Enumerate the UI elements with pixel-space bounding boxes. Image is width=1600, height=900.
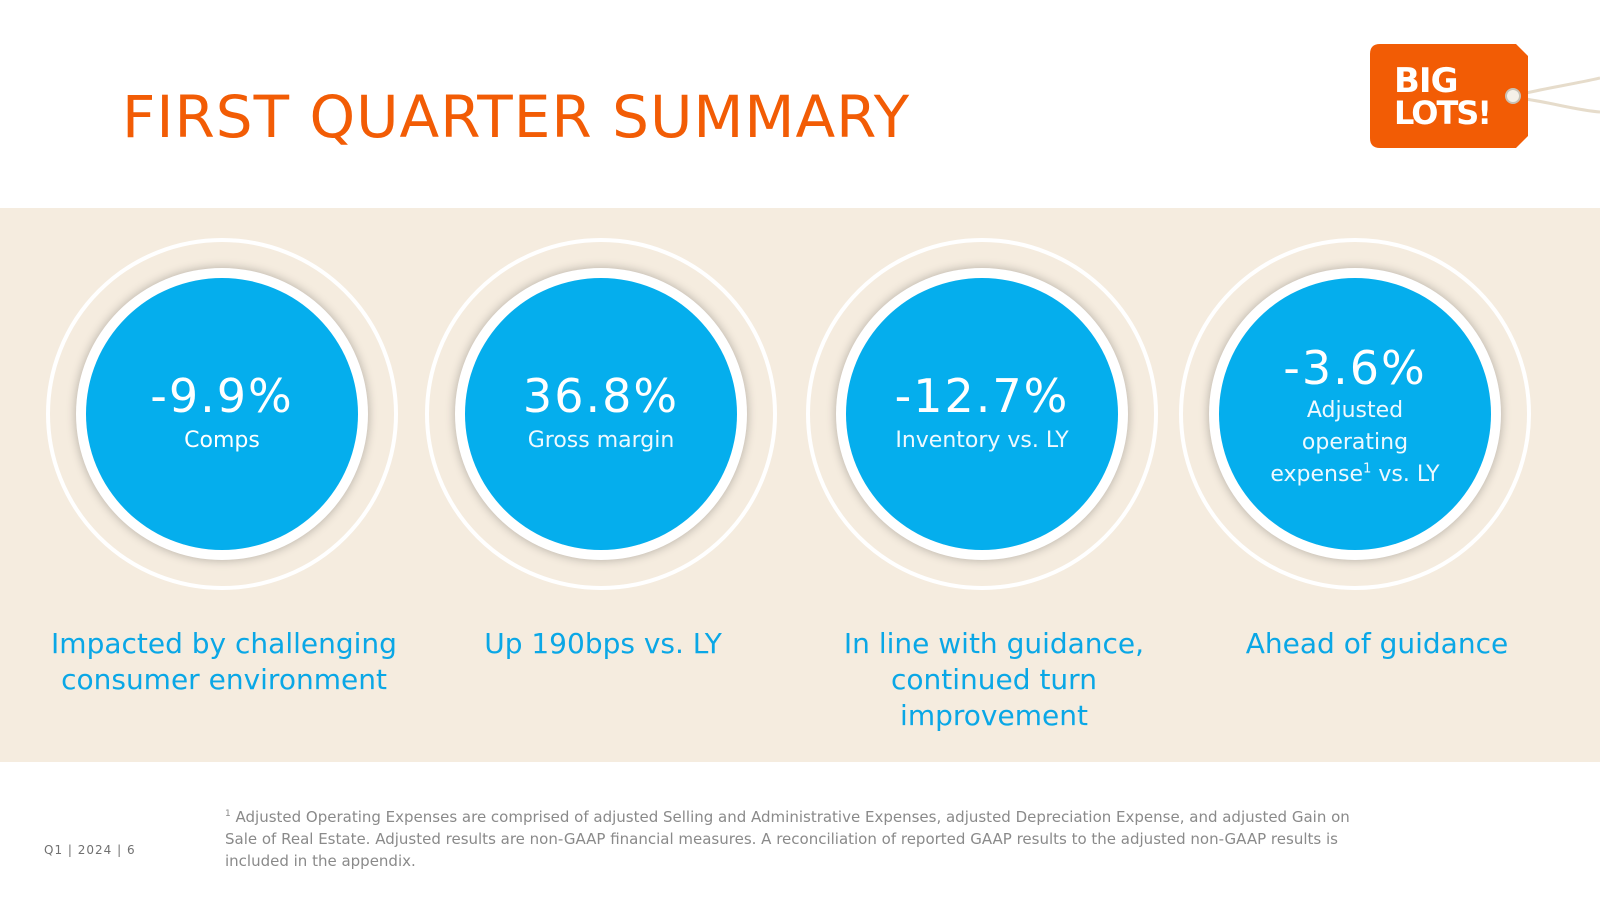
footnote: 1 Adjusted Operating Expenses are compri… [225,808,1350,870]
kpi-label: Adjusted operating expense1 vs. LY [1270,398,1440,488]
outer-ring [806,238,1158,590]
outer-ring [46,238,398,590]
kpi-value: 36.8% [522,368,680,423]
outer-ring [1179,238,1531,590]
kpi-caption-gross-margin: Up 190bps vs. LY [484,627,722,660]
page-title: FIRST QUARTER SUMMARY [122,83,911,151]
kpi-circle: -12.7% Inventory vs. LY [846,278,1118,550]
kpi-value: -9.9% [150,368,294,423]
kpi-label: Comps [184,428,260,454]
kpi-value: -3.6% [1283,340,1427,395]
kpi-label: Gross margin [527,428,675,454]
kpi-caption-comps: Impacted by challenging consumer environ… [51,627,397,696]
kpi-circle: -3.6% Adjusted operating expense1 vs. LY [1219,278,1491,550]
kpi-caption-adjusted-opex: Ahead of guidance [1245,627,1509,660]
kpi-comps: -9.9% Comps [46,238,406,598]
svg-text:BIG: BIG [1394,61,1457,101]
kpi-adjusted-opex: -3.6% Adjusted operating expense1 vs. LY [1179,238,1539,598]
kpi-caption-inventory: In line with guidance, continued turn im… [843,627,1145,732]
svg-text:LOTS!: LOTS! [1394,94,1490,132]
kpi-circle: -9.9% Comps [86,278,358,550]
kpi-inventory: -12.7% Inventory vs. LY [806,238,1166,598]
outer-ring [425,238,777,590]
kpi-gross-margin: 36.8% Gross margin [425,238,785,598]
kpi-value: -12.7% [894,368,1070,423]
big-lots-logo: BIG LOTS! [1370,40,1600,160]
kpi-label: Inventory vs. LY [895,428,1069,454]
slide-meta: Q1 | 2024 | 6 [44,843,136,857]
kpi-circle: 36.8% Gross margin [465,278,737,550]
